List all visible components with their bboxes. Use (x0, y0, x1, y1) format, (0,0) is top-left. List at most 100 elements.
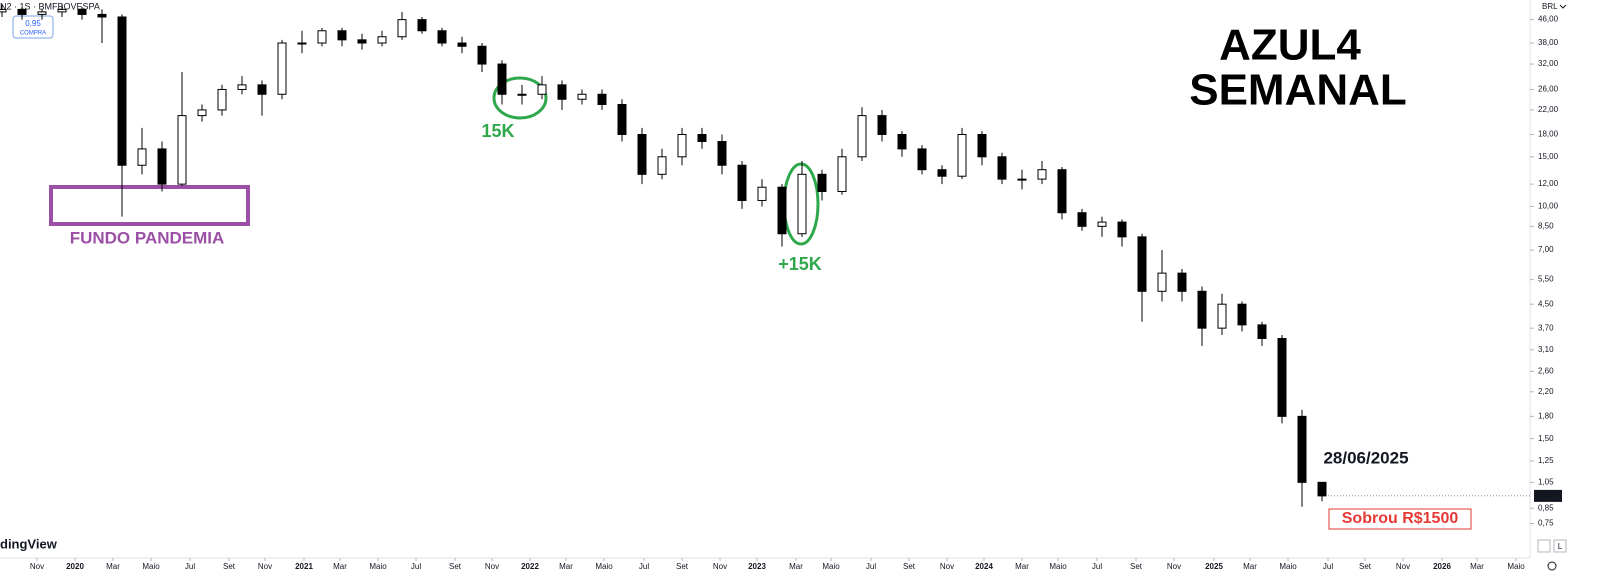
remaining-box (1328, 508, 1472, 530)
candle-body (577, 93, 587, 100)
settings-button[interactable] (1537, 539, 1551, 553)
x-tick-label: 2024 (975, 562, 993, 571)
volume-circle (492, 76, 548, 120)
x-tick-label: 2026 (1433, 562, 1451, 571)
candle-body (317, 30, 327, 44)
y-tick-label: 10,00 (1538, 202, 1559, 211)
x-tick-label: Set (223, 562, 236, 571)
candle-body (1017, 178, 1027, 181)
x-tick-label: Maio (369, 562, 387, 571)
candle-body (957, 133, 967, 177)
y-tick-label: 1,50 (1538, 434, 1554, 443)
candle-body (477, 45, 487, 65)
x-tick-label: Maio (822, 562, 840, 571)
candle-body (37, 11, 47, 15)
y-tick-label: 12,00 (1538, 179, 1559, 188)
x-tick-label: 2025 (1205, 562, 1223, 571)
x-tick-label: Jul (1092, 562, 1102, 571)
candle-body (817, 173, 827, 192)
candle-body (1057, 169, 1067, 214)
y-tick-label: 5,50 (1538, 275, 1554, 284)
candle-body (1317, 481, 1327, 497)
candle-body (1097, 221, 1107, 227)
x-tick-label: Jul (866, 562, 876, 571)
y-tick-label: 3,10 (1538, 345, 1554, 354)
candle-body (1217, 303, 1227, 329)
candle-body (1157, 272, 1167, 292)
candle-body (597, 93, 607, 105)
candle-body (917, 148, 927, 171)
candle-body (0, 8, 7, 13)
candle-body (1197, 290, 1207, 329)
candle-body (357, 39, 367, 44)
x-tick-label: Nov (485, 562, 499, 571)
log-button[interactable] (1553, 539, 1567, 553)
x-tick-label: Jul (411, 562, 421, 571)
candle-body (897, 133, 907, 150)
candle-body (97, 13, 107, 18)
candle-body (437, 30, 447, 44)
candle-body (877, 115, 887, 135)
currency[interactable]: BRL (1542, 2, 1558, 11)
x-tick-label: 2023 (748, 562, 766, 571)
x-tick-label: Set (1130, 562, 1143, 571)
candle-body (1077, 212, 1087, 227)
settings-icon (1547, 561, 1557, 571)
x-tick-label: Set (676, 562, 689, 571)
x-tick-label: Maio (142, 562, 160, 571)
y-tick-label: 15,00 (1538, 152, 1559, 161)
title-line: SEMANAL (1189, 66, 1407, 115)
candle-body (637, 133, 647, 175)
candle-body (1177, 272, 1187, 292)
y-tick-label: 1,25 (1538, 456, 1554, 465)
candle-body (837, 156, 847, 192)
y-tick-label: 4,50 (1538, 299, 1554, 308)
x-tick-label: Set (903, 562, 916, 571)
candle-body (17, 8, 27, 15)
candle-body (257, 84, 267, 95)
candle-body (337, 30, 347, 41)
x-tick-label: Mar (559, 562, 573, 571)
candle-body (497, 63, 507, 95)
pandemic-label: FUNDO PANDEMIA (70, 228, 225, 247)
candle-body (717, 140, 727, 166)
x-tick-label: Maio (1279, 562, 1297, 571)
y-tick-label: 46,00 (1538, 15, 1559, 24)
candle-body (1297, 415, 1307, 483)
candle-body (1117, 221, 1127, 238)
candle-body (657, 156, 667, 175)
x-tick-label: Maio (1049, 562, 1067, 571)
y-tick-label: 22,00 (1538, 105, 1559, 114)
last-price-tag (1534, 489, 1562, 502)
x-tick-label: 2022 (521, 562, 539, 571)
candle-body (537, 84, 547, 95)
candle-body (237, 84, 247, 90)
candle-body (397, 19, 407, 38)
candle-body (377, 36, 387, 44)
y-tick-label: 26,00 (1538, 85, 1559, 94)
candle-body (977, 133, 987, 158)
candle-body (1037, 169, 1047, 180)
x-tick-label: Set (1359, 562, 1372, 571)
quote-side: COMPRA (20, 31, 46, 37)
quote-price: 0,95 (25, 19, 41, 28)
x-tick-label: 2020 (66, 562, 84, 571)
volume-label: 15K (481, 121, 514, 141)
candle-body (857, 115, 867, 158)
quote-box[interactable] (12, 15, 54, 39)
candle-body (297, 42, 307, 45)
candle-body (1277, 338, 1287, 417)
y-tick-label: 1,80 (1538, 411, 1554, 420)
x-tick-label: Maio (1507, 562, 1525, 571)
y-tick-label: 0,75 (1538, 519, 1554, 528)
candle-body (617, 103, 627, 135)
y-tick-label: 8,50 (1538, 221, 1554, 230)
candle-body (277, 42, 287, 95)
remaining-label: Sobrou R$1500 (1342, 510, 1459, 527)
candle-body (937, 169, 947, 177)
x-tick-label: Nov (940, 562, 954, 571)
x-tick-label: Jul (1323, 562, 1333, 571)
candle-body (797, 173, 807, 235)
